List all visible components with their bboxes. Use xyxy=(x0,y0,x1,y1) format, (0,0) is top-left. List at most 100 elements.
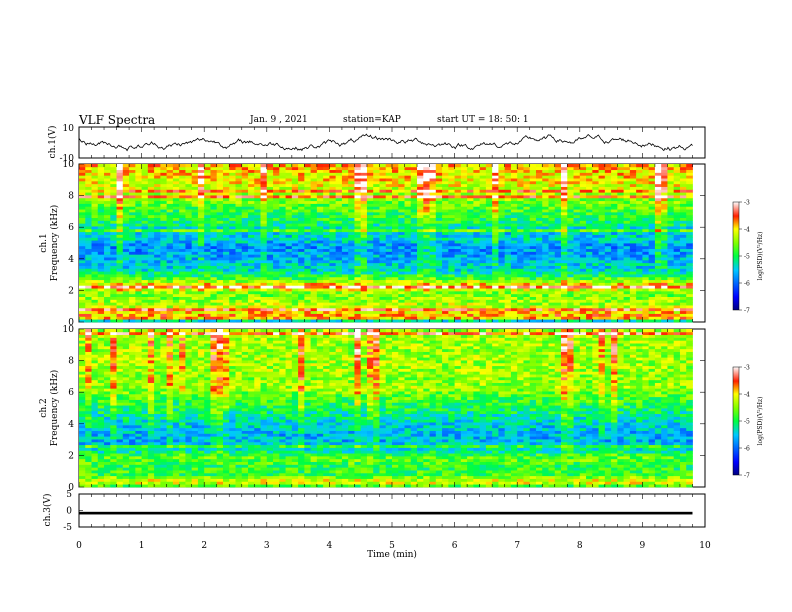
ch1-spectrogram-cell xyxy=(79,254,86,258)
ch1-spectrogram-cell xyxy=(554,234,562,238)
ch1-spectrogram-cell xyxy=(147,178,155,182)
ch1-spectrogram-cell xyxy=(623,257,631,261)
ch1-spectrogram-cell xyxy=(97,290,105,295)
ch1-spectrogram-cell xyxy=(273,237,280,241)
ch1-spectrogram-cell xyxy=(348,169,355,173)
ch1-spectrogram-cell xyxy=(141,248,149,252)
ch1-spectrogram-cell xyxy=(341,268,349,272)
ch1-spectrogram-cell xyxy=(210,268,218,272)
ch1-spectrogram-cell xyxy=(429,274,437,278)
ch1-spectrogram-cell xyxy=(316,228,324,233)
ch1-spectrogram-cell xyxy=(354,192,362,196)
ch1-spectrogram-cell xyxy=(154,245,161,250)
ch1-spectrogram-cell xyxy=(266,228,274,233)
ch1-spectrogram-cell xyxy=(492,234,499,238)
ch1-spectrogram-cell xyxy=(216,293,224,298)
ch1-spectrogram-cell xyxy=(623,192,631,196)
ch1-spectrogram-cell xyxy=(210,234,218,238)
ch1-spectrogram-cell xyxy=(354,262,362,266)
ch1-spectrogram-cell xyxy=(623,285,631,289)
ch1-spectrogram-cell xyxy=(197,285,205,289)
ch1-spectrogram-cell xyxy=(141,211,149,216)
ch1-spectrogram-cell xyxy=(104,268,111,272)
ch1-spectrogram-cell xyxy=(460,313,468,317)
ch1-spectrogram-cell xyxy=(510,237,518,241)
ch1-spectrogram-cell xyxy=(442,240,449,244)
ch1-spectrogram-cell xyxy=(298,319,305,323)
ch1-spectrogram-cell xyxy=(291,203,299,207)
ch1-spectrogram-cell xyxy=(141,220,149,224)
ch1-spectrogram-cell xyxy=(185,307,193,312)
ch1-spectrogram-cell xyxy=(141,183,149,187)
ch1-spectrogram-cell xyxy=(273,290,280,295)
ch1-spectrogram-cell xyxy=(129,166,136,171)
ch1-spectrogram-cell xyxy=(561,302,568,306)
ch1-spectrogram-cell xyxy=(442,305,449,309)
ch1-spectrogram-cell xyxy=(435,172,443,176)
ch1-spectrogram-cell xyxy=(586,172,593,176)
ch1-spectrogram-cell xyxy=(135,282,142,286)
ch1-spectrogram-cell xyxy=(598,186,606,190)
ch1-spectrogram-cell xyxy=(392,223,399,227)
ch1-spectrogram-cell xyxy=(366,257,374,261)
ch1-spectrogram-cell xyxy=(160,271,168,275)
ch1-spectrogram-cell xyxy=(222,268,230,272)
ch1-spectrogram-cell xyxy=(592,189,599,193)
ch1-spectrogram-cell xyxy=(222,217,230,221)
ch1-spectrogram-cell xyxy=(573,307,581,312)
ch1-spectrogram-cell xyxy=(504,231,512,235)
ch1-spectrogram-cell xyxy=(573,285,581,289)
ch1-spectrogram-cell xyxy=(229,285,236,289)
ch1-spectrogram-cell xyxy=(197,276,205,281)
ch1-spectrogram-cell xyxy=(235,220,243,224)
ch1-spectrogram-cell xyxy=(567,200,574,204)
ch1-spectrogram-cell xyxy=(573,240,581,244)
ch1-spectrogram-cell xyxy=(304,299,312,303)
ch1-spectrogram-cell xyxy=(185,257,193,261)
ch1-spectrogram-cell xyxy=(254,271,261,275)
ch1-spectrogram-cell xyxy=(172,319,180,323)
ch1-spectrogram-cell xyxy=(104,305,111,309)
ch1-spectrogram-cell xyxy=(135,245,142,250)
ch1-spectrogram-cell xyxy=(273,195,280,199)
ch1-spectrogram-cell xyxy=(385,180,393,185)
ch1-spectrogram-cell xyxy=(160,189,168,193)
ch1-spectrogram-cell xyxy=(141,166,149,171)
ch1-spectrogram-cell xyxy=(216,248,224,252)
ch1-spectrogram-cell xyxy=(216,251,224,255)
ch1-spectrogram-cell xyxy=(548,271,556,275)
ch1-spectrogram-cell xyxy=(360,245,368,250)
ch1-spectrogram-cell xyxy=(279,257,286,261)
ch1-spectrogram-cell xyxy=(629,313,637,317)
ch1-spectrogram-cell xyxy=(97,302,105,306)
ch1-spectrogram-cell xyxy=(598,274,606,278)
ch1-spectrogram-cell xyxy=(210,172,218,176)
ch1-spectrogram-cell xyxy=(373,254,380,258)
ch1-spectrogram-cell xyxy=(316,240,324,244)
ch1-spectrogram-cell xyxy=(285,310,293,314)
ch1-spectrogram-cell xyxy=(323,226,330,230)
ch1-spectrogram-cell xyxy=(617,228,625,233)
ch1-spectrogram-cell xyxy=(398,288,405,292)
ch1-spectrogram-cell xyxy=(373,313,380,317)
ch1-spectrogram-cell xyxy=(548,175,556,179)
ch1-spectrogram-cell xyxy=(222,231,230,235)
ch1-spectrogram-cell xyxy=(248,234,255,238)
ch1-spectrogram-cell xyxy=(166,299,174,303)
ch1-spectrogram-cell xyxy=(260,200,268,204)
ch1-spectrogram-cell xyxy=(485,257,493,261)
ch1-spectrogram-cell xyxy=(279,169,286,173)
ch1-spectrogram-cell xyxy=(341,183,349,187)
ch1-spectrogram-cell xyxy=(542,302,549,306)
ch1-spectrogram-cell xyxy=(110,290,117,295)
ch1-spectrogram-cell xyxy=(529,279,537,283)
ch1-spectrogram-cell xyxy=(266,290,274,295)
ch1-spectrogram-cell xyxy=(523,183,531,187)
ch1-spectrogram-cell xyxy=(160,183,168,187)
ch1-spectrogram-cell xyxy=(310,180,318,185)
ch1-spectrogram-cell xyxy=(241,299,249,303)
ch1-spectrogram-cell xyxy=(448,279,455,283)
ch1-spectrogram-cell xyxy=(542,274,549,278)
ch1-spectrogram-cell xyxy=(104,200,111,204)
ch1-spectrogram-cell xyxy=(323,285,330,289)
